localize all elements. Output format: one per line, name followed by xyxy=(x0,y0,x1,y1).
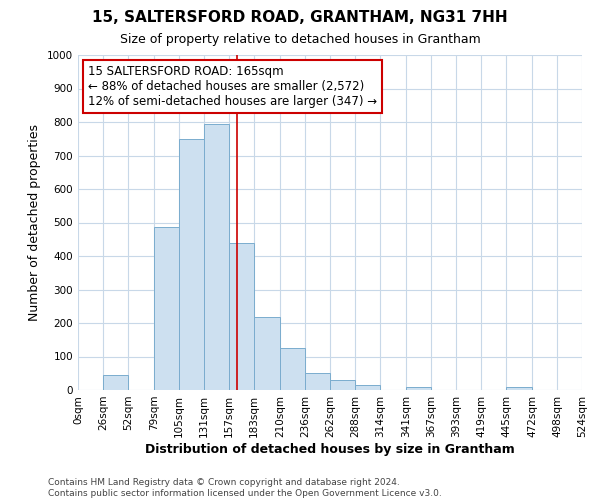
Text: Size of property relative to detached houses in Grantham: Size of property relative to detached ho… xyxy=(119,32,481,46)
Bar xyxy=(179,138,204,390)
Bar xyxy=(330,380,355,390)
Bar xyxy=(280,348,305,390)
Text: 15 SALTERSFORD ROAD: 165sqm
← 88% of detached houses are smaller (2,572)
12% of : 15 SALTERSFORD ROAD: 165sqm ← 88% of det… xyxy=(88,65,377,108)
X-axis label: Distribution of detached houses by size in Grantham: Distribution of detached houses by size … xyxy=(145,442,515,456)
Bar xyxy=(305,372,330,390)
Y-axis label: Number of detached properties: Number of detached properties xyxy=(28,124,41,321)
Bar xyxy=(154,227,179,390)
Bar xyxy=(229,244,254,390)
Text: Contains HM Land Registry data © Crown copyright and database right 2024.
Contai: Contains HM Land Registry data © Crown c… xyxy=(48,478,442,498)
Bar xyxy=(406,387,431,390)
Text: 15, SALTERSFORD ROAD, GRANTHAM, NG31 7HH: 15, SALTERSFORD ROAD, GRANTHAM, NG31 7HH xyxy=(92,10,508,25)
Bar xyxy=(506,388,532,390)
Bar xyxy=(355,386,380,390)
Bar xyxy=(254,317,280,390)
Bar xyxy=(103,376,128,390)
Bar xyxy=(204,124,229,390)
